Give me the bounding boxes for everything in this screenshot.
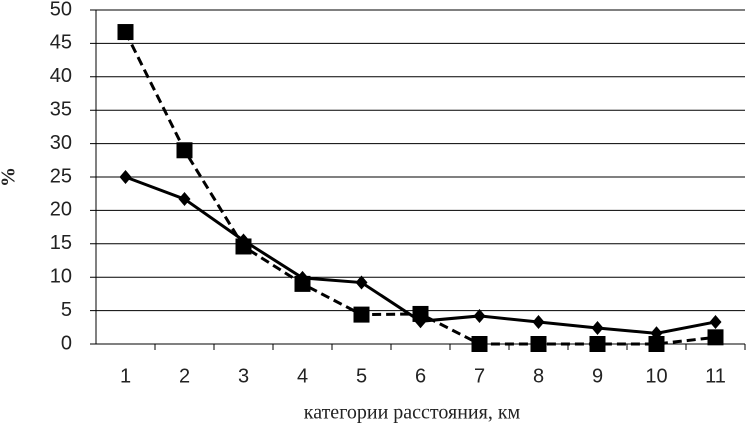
marker [294,275,311,292]
y-tick-label: 10 [50,265,72,287]
x-tick-label: 11 [705,365,726,387]
marker [530,336,547,352]
marker [178,192,191,207]
x-tick-label: 8 [533,365,544,387]
series-line [124,31,716,346]
x-tick-label: 4 [297,365,308,387]
marker [471,336,488,352]
y-tick-label: 5 [61,299,72,321]
marker [119,170,132,184]
marker [355,275,368,290]
y-tick-label: 15 [50,232,72,254]
x-axis-label: категории расстояния, км [304,402,521,424]
x-tick-label: 5 [356,365,367,387]
x-tick-label: 7 [474,365,485,387]
x-tick-label: 6 [415,365,426,387]
marker [353,306,370,323]
y-tick-label: 35 [50,98,72,120]
y-tick-label: 20 [50,199,72,221]
marker [591,320,604,335]
x-tick-label: 1 [120,365,131,387]
marker [648,336,665,352]
y-axis-label: % [0,167,20,187]
y-tick-label: 30 [50,132,72,154]
y-tick-label: 45 [50,32,72,54]
marker [412,305,429,322]
x-tick-label: 3 [238,365,249,387]
x-tick-label: 2 [179,365,190,387]
y-tick-label: 50 [50,0,72,20]
y-tick-label: 25 [50,165,72,187]
x-tick-label: 9 [592,365,603,387]
marker [589,336,606,352]
y-tick-label: 0 [61,332,72,354]
x-tick-label: 10 [645,365,667,387]
marker [235,238,252,255]
marker [707,329,724,346]
marker [117,24,134,41]
marker [532,314,545,329]
marker [473,308,486,323]
marker [709,314,722,329]
y-tick-label: 40 [50,65,72,87]
marker [176,142,193,159]
